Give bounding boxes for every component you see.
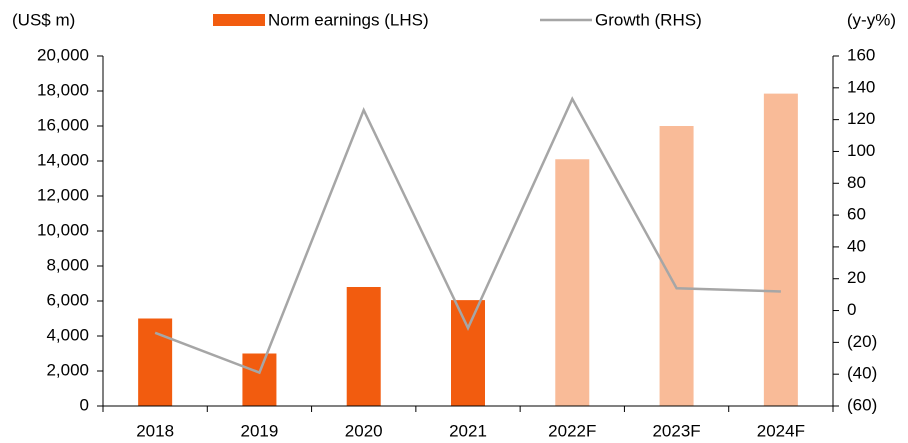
y-tick-label: 14,000 xyxy=(37,150,89,169)
x-tick-label: 2019 xyxy=(241,421,279,440)
y-tick-label: 0 xyxy=(80,395,89,414)
x-tick-label: 2021 xyxy=(449,421,487,440)
legend-swatch xyxy=(213,14,265,26)
y-tick-label: 8,000 xyxy=(46,255,89,274)
x-tick-label: 2020 xyxy=(345,421,383,440)
y-tick-label: 10,000 xyxy=(37,220,89,239)
legend-label: Norm earnings (LHS) xyxy=(268,10,429,29)
y2-tick-label: (60) xyxy=(847,395,877,414)
y2-tick-label: (40) xyxy=(847,364,877,383)
y2-tick-label: 80 xyxy=(847,173,866,192)
growth-line xyxy=(154,96,781,375)
y-tick-label: 6,000 xyxy=(46,290,89,309)
y-tick-label: 4,000 xyxy=(46,325,89,344)
bar xyxy=(138,318,173,406)
y2-tick-label: 40 xyxy=(847,236,866,255)
y-tick-label: 20,000 xyxy=(37,45,89,64)
bar xyxy=(242,353,277,406)
y2-tick-label: 0 xyxy=(847,300,856,319)
y2-tick-label: 160 xyxy=(847,45,875,64)
y2-tick-label: 60 xyxy=(847,205,866,224)
legend-label: Growth (RHS) xyxy=(595,10,702,29)
y2-tick-label: (20) xyxy=(847,332,877,351)
bar xyxy=(346,287,381,406)
y2-tick-label: 100 xyxy=(847,141,875,160)
bar xyxy=(763,93,798,406)
y2-tick-label: 120 xyxy=(847,109,875,128)
y2-tick-label: 140 xyxy=(847,77,875,96)
y-axis-label: (US$ m) xyxy=(12,10,75,29)
y2-axis-label: (y-y%) xyxy=(847,10,896,29)
y2-tick-label: 20 xyxy=(847,268,866,287)
x-tick-label: 2023F xyxy=(652,421,700,440)
y-tick-label: 2,000 xyxy=(46,360,89,379)
x-tick-label: 2024F xyxy=(757,421,805,440)
x-tick-label: 2018 xyxy=(136,421,174,440)
y-tick-label: 16,000 xyxy=(37,115,89,134)
y-tick-label: 18,000 xyxy=(37,80,89,99)
bar xyxy=(555,159,590,406)
x-tick-label: 2022F xyxy=(548,421,596,440)
bar xyxy=(451,300,485,406)
y-tick-label: 12,000 xyxy=(37,185,89,204)
